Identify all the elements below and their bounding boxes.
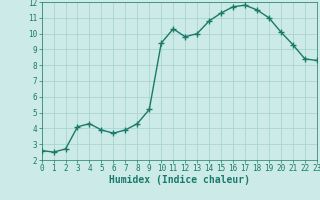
X-axis label: Humidex (Indice chaleur): Humidex (Indice chaleur) — [109, 175, 250, 185]
